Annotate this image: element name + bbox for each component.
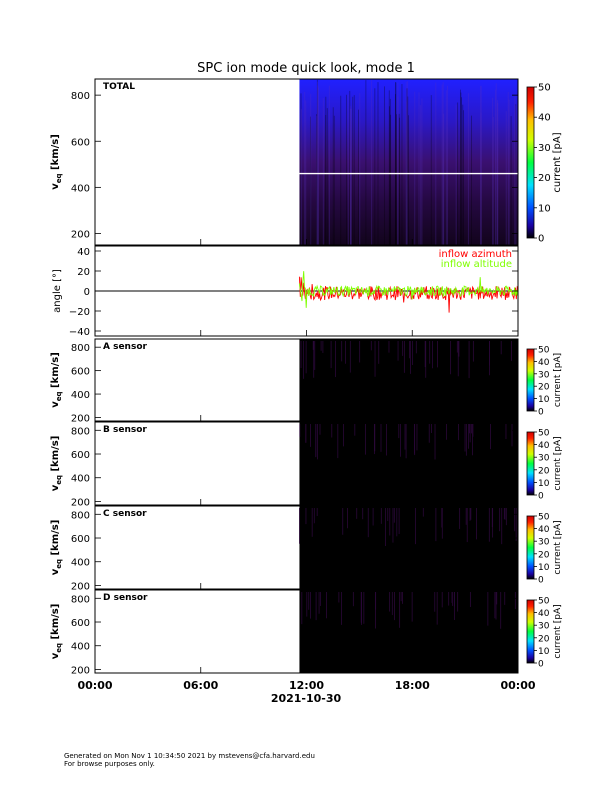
colorbar-tick-label: 10 [538,563,550,573]
footer-generated: Generated on Mon Nov 1 10:34:50 2021 by … [64,752,315,760]
x-tick-label: 00:00 [500,679,535,692]
colorbar [526,348,535,412]
colorbar-tick-label: 20 [538,550,550,560]
colorbar-tick-label: 10 [538,395,550,405]
colorbar-tick-label: 30 [538,370,550,380]
panel-name: B sensor [103,425,147,435]
y-axis-label: veq [km/s] [50,604,63,660]
colorbar-label: current [pA] [552,132,563,192]
colorbar-tick-label: 50 [538,597,550,607]
y-tick-label: 600 [71,534,90,545]
colorbar-tick-label: 20 [538,634,550,644]
y-tick-label: 200 [71,413,90,424]
colorbar-tick-label: 20 [538,383,550,393]
colorbar-tick-label: 50 [538,513,550,523]
colorbar-tick-label: 10 [538,479,550,489]
x-tick-label: 06:00 [183,679,218,692]
y-tick-label: 800 [71,91,90,102]
colorbar-tick-label: 30 [538,454,550,464]
colorbar [526,515,535,580]
y-tick-label: 200 [71,581,90,592]
y-tick-label: 0 [84,287,90,298]
y-axis-label: angle [°] [52,269,63,313]
sensor-heatmap [299,506,518,589]
colorbar-tick-label: 0 [538,576,544,586]
colorbar-label: current [pA] [553,436,563,490]
y-tick-label: 800 [71,594,90,605]
colorbar-tick-label: 30 [538,622,550,632]
series-inflow-altitude [298,271,519,308]
y-tick-label: 400 [71,183,90,194]
y-tick-label: 200 [71,497,90,508]
series-inflow-azimuth [298,276,519,313]
x-tick-label: 18:00 [395,679,430,692]
colorbar-tick-label: 20 [538,173,551,184]
y-axis-label: veq [km/s] [50,436,63,492]
y-tick-label: 600 [71,137,90,148]
y-tick-label: 400 [71,642,90,653]
y-tick-label: 600 [71,618,90,629]
panel-name: C sensor [103,509,147,519]
total-heatmap [299,79,518,245]
y-tick-label: 20 [77,267,90,278]
colorbar-label: current [pA] [553,520,563,574]
legend-inflow-altitude: inflow altitude [441,259,512,270]
colorbar [526,86,535,239]
colorbar-tick-label: 10 [538,203,551,214]
panel-name: D sensor [103,593,148,603]
y-tick-label: 40 [77,247,90,258]
colorbar-tick-label: 0 [538,234,544,245]
colorbar-tick-label: 40 [538,358,550,368]
colorbar-tick-label: 0 [538,660,544,670]
y-tick-label: 200 [71,229,90,240]
colorbar-tick-label: 20 [538,466,550,476]
y-tick-label: 400 [71,474,90,485]
y-axis-label: veq [km/s] [50,352,63,408]
y-tick-label: 800 [71,343,90,354]
colorbar-label: current [pA] [553,604,563,658]
y-tick-label: −40 [69,327,90,338]
chart-title: SPC ion mode quick look, mode 1 [197,61,415,76]
colorbar-tick-label: 40 [538,609,550,619]
colorbar-tick-label: 40 [538,113,551,124]
colorbar-tick-label: 30 [538,538,550,548]
y-axis-label: veq [km/s] [50,520,63,576]
y-tick-label: 800 [71,510,90,521]
legend-inflow-azimuth: inflow azimuth [439,249,512,260]
colorbar-tick-label: 40 [538,441,550,451]
colorbar-tick-label: 50 [538,346,550,356]
colorbar-tick-label: 50 [538,429,550,439]
panel-name: TOTAL [103,82,135,92]
colorbar-tick-label: 0 [538,408,544,418]
colorbar-tick-label: 30 [538,143,551,154]
x-axis: 00:00 06:00 12:00 18:00 00:00 [77,239,536,692]
y-tick-label: 800 [71,426,90,437]
x-tick-label: 00:00 [77,679,112,692]
y-tick-label: 600 [71,450,90,461]
sensor-heatmap [299,422,518,505]
sensor-heatmap [299,590,518,673]
y-tick-label: 400 [71,558,90,569]
x-tick-label: 12:00 [289,679,324,692]
footer-note: For browse purposes only. [64,760,155,768]
y-tick-label: 200 [71,665,90,676]
colorbar-tick-label: 10 [538,647,550,657]
colorbar-label: current [pA] [553,353,563,407]
colorbar [526,431,535,496]
colorbar-tick-label: 50 [538,83,551,94]
colorbar-tick-label: 0 [538,492,544,502]
y-tick-label: 600 [71,367,90,378]
colorbar [526,599,535,664]
y-axis-label: veq [km/s] [50,134,63,190]
sensor-heatmap [299,339,518,421]
y-tick-label: −20 [69,307,90,318]
y-tick-label: 400 [71,390,90,401]
date-label: 2021-10-30 [271,692,342,705]
colorbar-tick-label: 40 [538,525,550,535]
panel-name: A sensor [103,342,148,352]
